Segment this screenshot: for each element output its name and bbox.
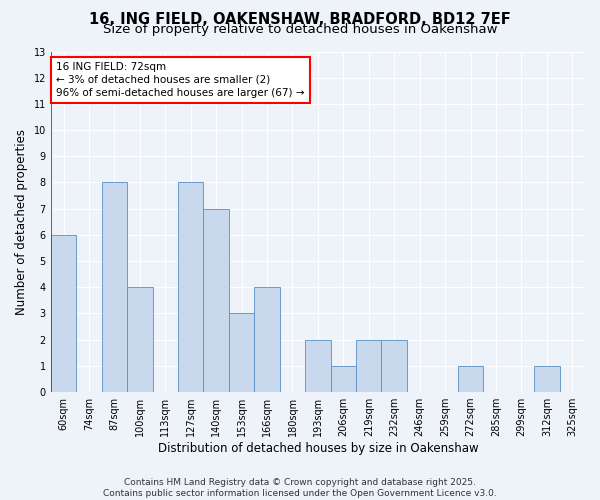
- Bar: [356, 340, 382, 392]
- Text: Contains HM Land Registry data © Crown copyright and database right 2025.
Contai: Contains HM Land Registry data © Crown c…: [103, 478, 497, 498]
- X-axis label: Distribution of detached houses by size in Oakenshaw: Distribution of detached houses by size …: [158, 442, 478, 455]
- Bar: [178, 182, 203, 392]
- Bar: [254, 288, 280, 392]
- Bar: [203, 208, 229, 392]
- Bar: [534, 366, 560, 392]
- Bar: [229, 314, 254, 392]
- Bar: [127, 288, 152, 392]
- Text: 16 ING FIELD: 72sqm
← 3% of detached houses are smaller (2)
96% of semi-detached: 16 ING FIELD: 72sqm ← 3% of detached hou…: [56, 62, 305, 98]
- Text: Size of property relative to detached houses in Oakenshaw: Size of property relative to detached ho…: [103, 22, 497, 36]
- Bar: [331, 366, 356, 392]
- Bar: [382, 340, 407, 392]
- Bar: [51, 235, 76, 392]
- Bar: [101, 182, 127, 392]
- Bar: [458, 366, 483, 392]
- Bar: [305, 340, 331, 392]
- Text: 16, ING FIELD, OAKENSHAW, BRADFORD, BD12 7EF: 16, ING FIELD, OAKENSHAW, BRADFORD, BD12…: [89, 12, 511, 28]
- Y-axis label: Number of detached properties: Number of detached properties: [15, 129, 28, 315]
